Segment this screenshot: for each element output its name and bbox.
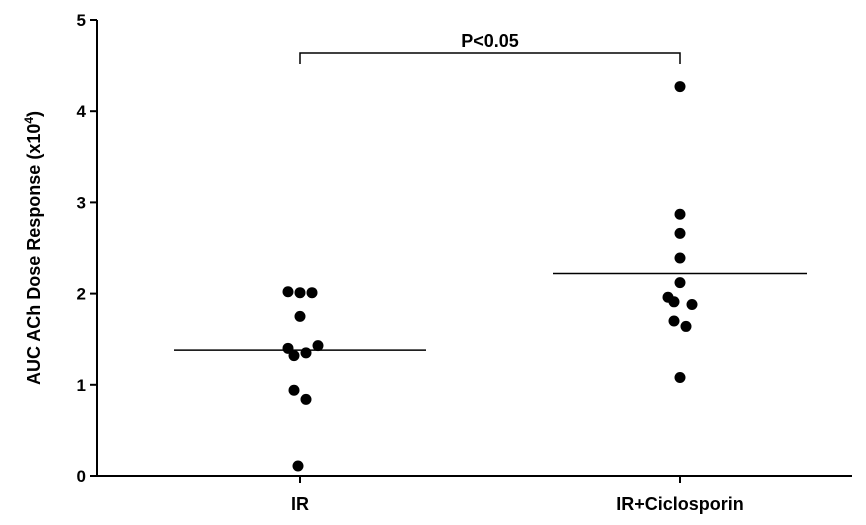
y-axis-title-exponent: 4 xyxy=(22,117,36,124)
y-axis-title-suffix: ) xyxy=(24,111,44,117)
data-point xyxy=(674,227,686,239)
data-point xyxy=(282,286,294,298)
x-category-label: IR+Ciclosporin xyxy=(616,494,744,514)
data-point xyxy=(674,81,686,93)
data-point xyxy=(668,296,680,308)
data-point xyxy=(674,277,686,289)
axes xyxy=(96,20,852,477)
y-axis-title: AUC ACh Dose Response (x104) xyxy=(22,111,44,385)
data-point xyxy=(292,460,304,472)
data-point xyxy=(288,350,300,362)
significance-annotation: P<0.05 xyxy=(299,31,681,64)
data-points xyxy=(282,81,698,472)
data-point xyxy=(294,287,306,299)
data-point xyxy=(674,208,686,220)
data-point xyxy=(686,299,698,311)
data-point xyxy=(294,310,306,322)
data-point xyxy=(288,384,300,396)
data-point xyxy=(668,315,680,327)
y-tick-label: 2 xyxy=(77,285,86,304)
x-categories: IR IR+Ciclosporin xyxy=(291,476,744,514)
data-point xyxy=(674,372,686,384)
y-tick-label: 3 xyxy=(77,193,86,212)
significance-label: P<0.05 xyxy=(461,31,519,51)
data-point xyxy=(300,347,312,359)
data-point xyxy=(306,287,318,299)
y-axis-title-prefix: AUC ACh Dose Response (x10 xyxy=(24,124,44,385)
significance-bracket xyxy=(299,52,681,64)
y-tick-label: 5 xyxy=(77,11,86,30)
x-category-label: IR xyxy=(291,494,309,514)
data-point xyxy=(680,320,692,332)
data-point xyxy=(300,393,312,405)
y-tick-label: 4 xyxy=(77,102,87,121)
y-tick-label: 1 xyxy=(77,376,86,395)
data-point xyxy=(282,342,294,354)
data-point xyxy=(674,252,686,264)
y-tick-label: 0 xyxy=(77,467,86,486)
data-point xyxy=(312,340,324,352)
mean-lines xyxy=(174,272,807,351)
y-ticks: 0 1 2 3 4 5 xyxy=(77,11,97,486)
